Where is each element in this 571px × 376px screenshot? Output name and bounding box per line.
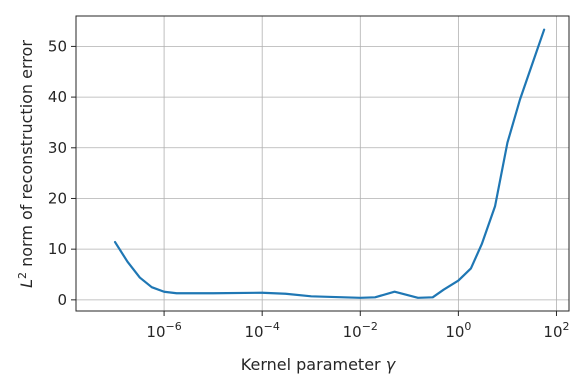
plot-frame [75, 15, 570, 312]
axis-ticks [71, 45, 557, 316]
x-tick-labels: 10−6 10−4 10−2 100 102 [146, 320, 569, 341]
x-tick-label: 102 [543, 320, 569, 341]
y-tick-label: 40 [48, 88, 67, 106]
x-axis-title-symbol: γ [386, 355, 397, 374]
y-axis-title-rest: norm of reconstruction error [17, 40, 36, 272]
series-line [113, 28, 546, 299]
y-tick-label: 10 [48, 240, 67, 258]
y-tick-label: 50 [48, 37, 67, 55]
x-axis-title: Kernel parameter γ [241, 355, 397, 374]
y-tick-label: 30 [48, 139, 67, 157]
x-tick-label-base: 10 [146, 323, 165, 341]
x-tick-label-exponent: −4 [264, 320, 280, 333]
x-tick-label-base: 10 [245, 323, 264, 341]
grid-lines [76, 16, 569, 311]
x-tick-label-exponent: −6 [166, 320, 182, 333]
x-tick-label-exponent: −2 [362, 320, 378, 333]
series-lines [113, 28, 546, 299]
x-tick-label: 100 [445, 320, 471, 341]
y-tick-label: 0 [57, 291, 67, 309]
x-tick-label-base: 10 [445, 323, 464, 341]
y-axis-title: L2 norm of reconstruction error [16, 40, 37, 288]
x-tick-label-exponent: 2 [563, 320, 570, 333]
x-tick-label: 10−6 [146, 320, 181, 341]
x-axis-title-text: Kernel parameter [241, 355, 381, 374]
y-tick-label: 20 [48, 189, 67, 207]
x-tick-label: 10−4 [245, 320, 280, 341]
x-tick-label: 10−2 [343, 320, 378, 341]
x-tick-label-base: 10 [343, 323, 362, 341]
x-tick-label-base: 10 [543, 323, 562, 341]
x-tick-label-exponent: 0 [464, 320, 471, 333]
y-tick-labels: 0 10 20 30 40 50 [48, 37, 67, 308]
y-axis-title-base: L [17, 279, 36, 288]
y-axis-title-sup: 2 [16, 272, 29, 279]
